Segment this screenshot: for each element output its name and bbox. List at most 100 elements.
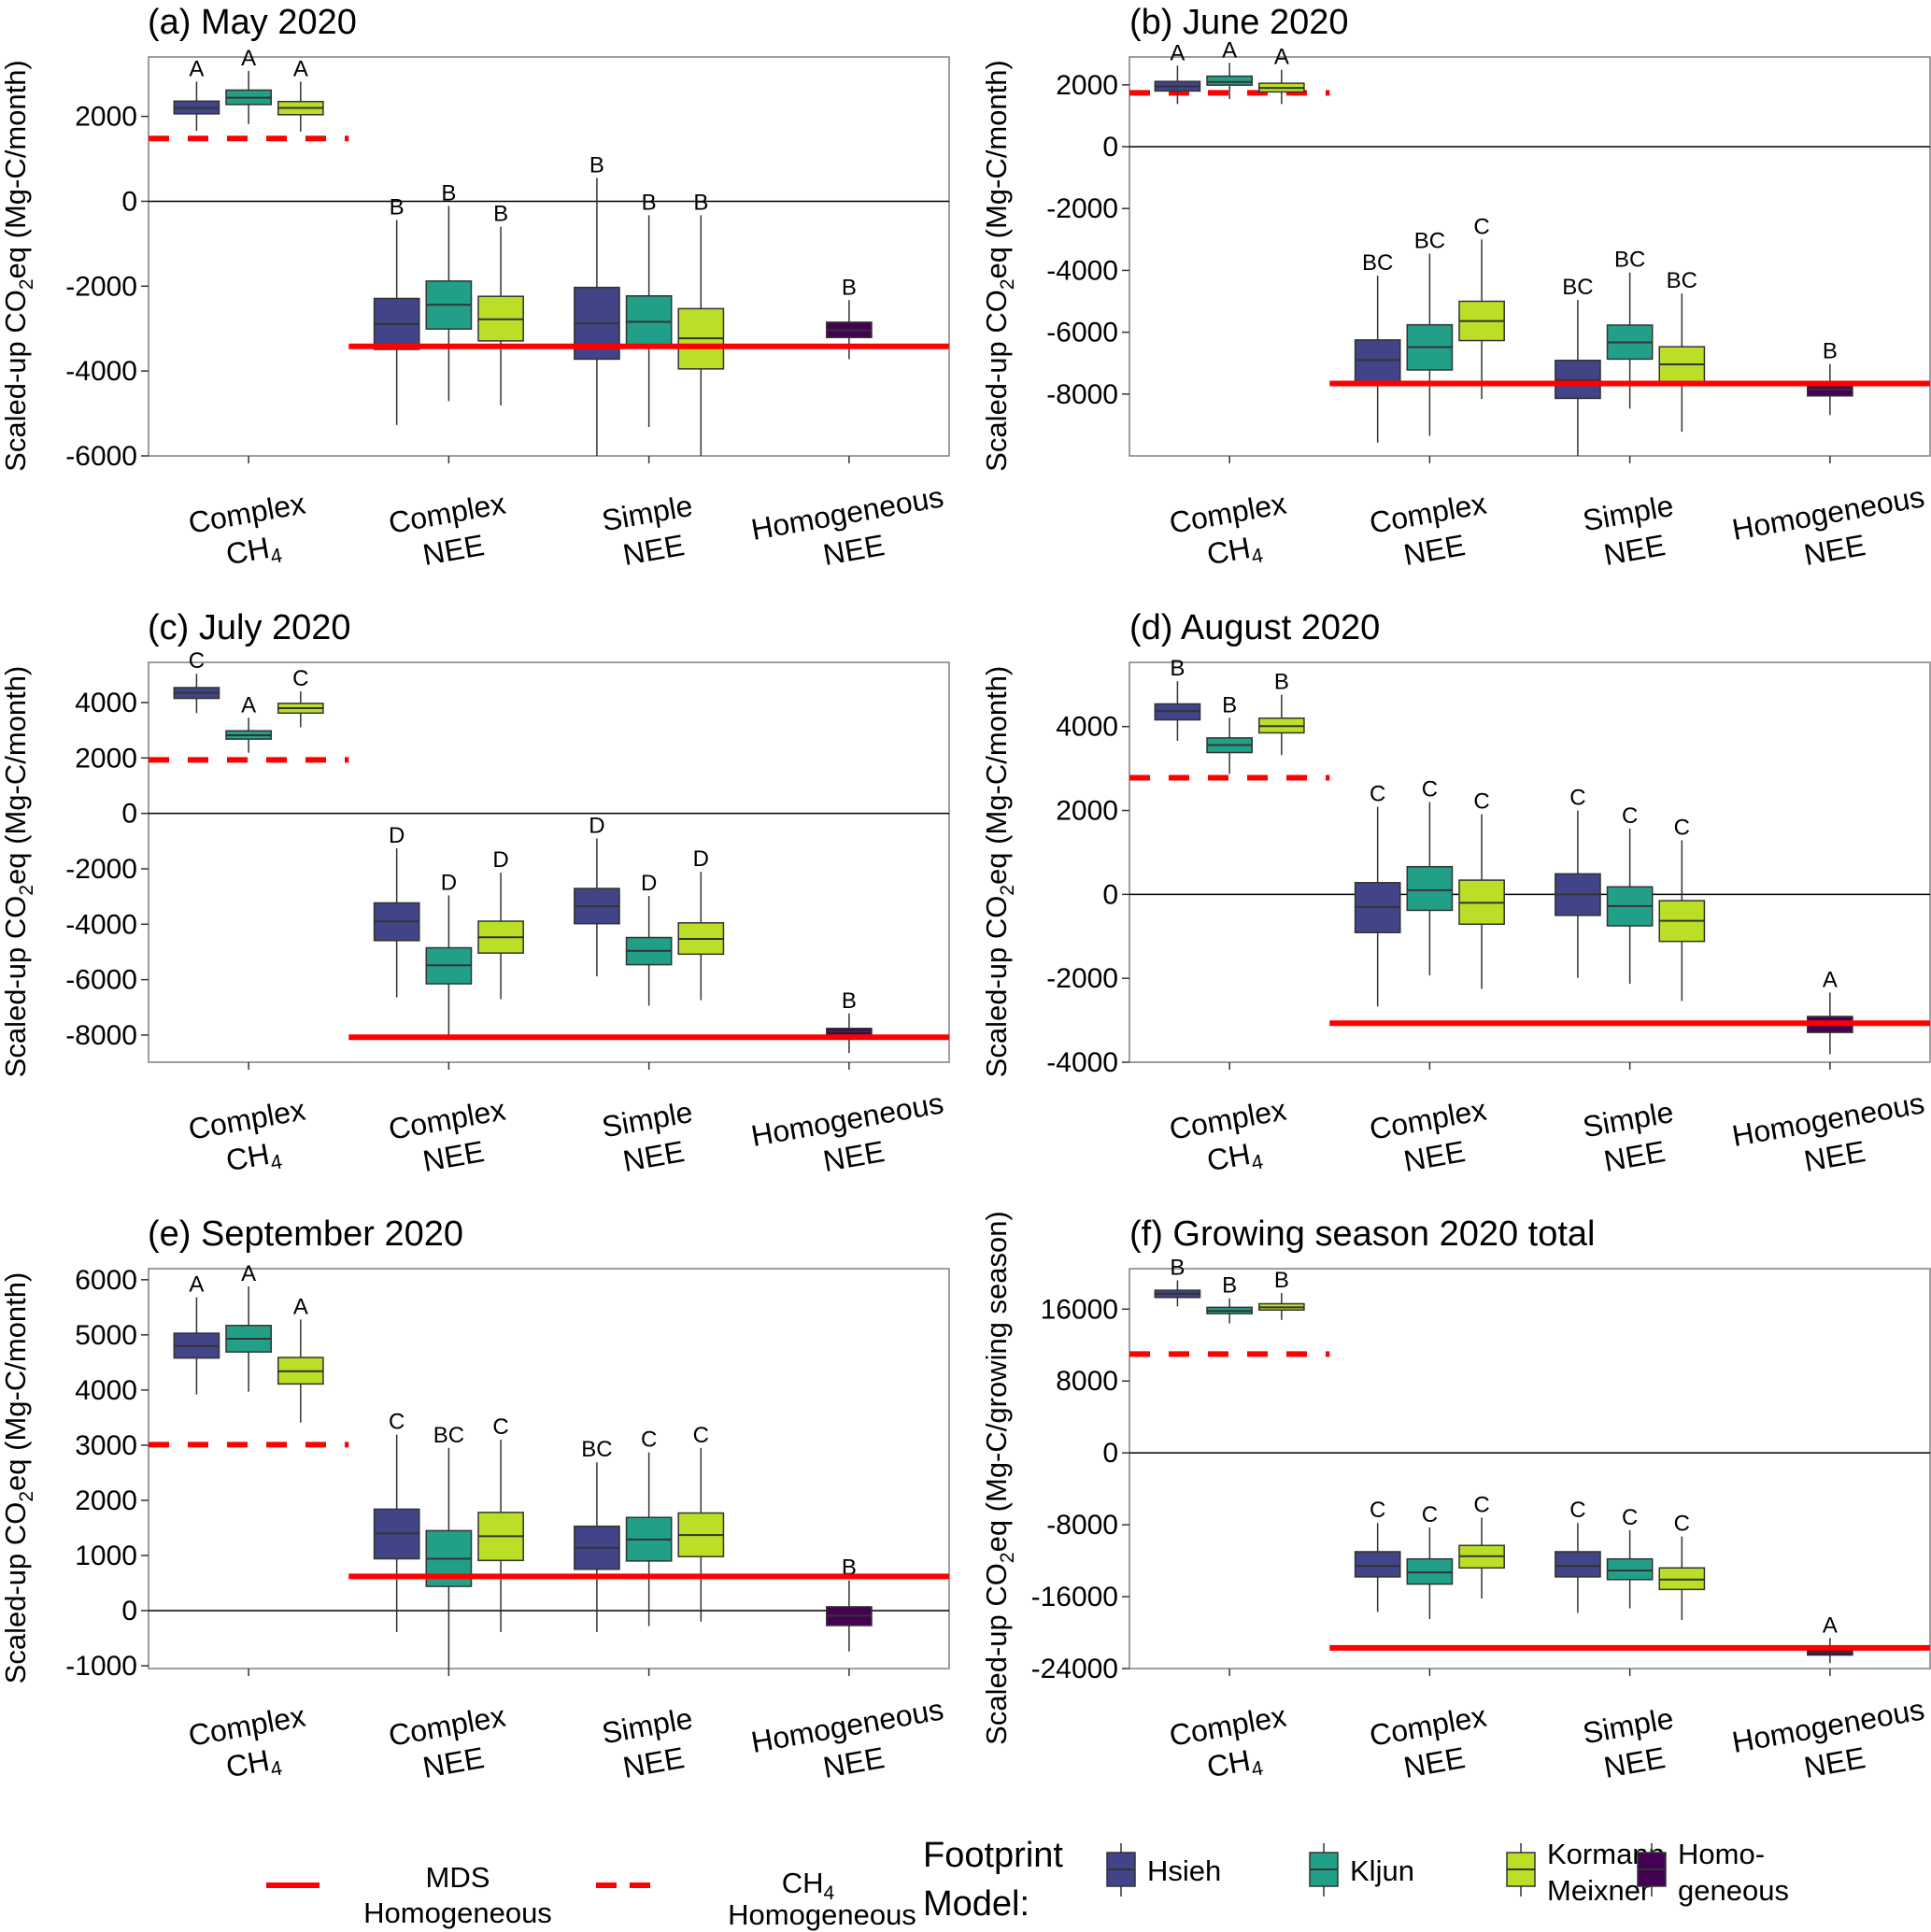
plot-frame — [148, 56, 950, 457]
significance-letter: BC — [1667, 268, 1697, 293]
significance-letter: C — [1622, 1505, 1638, 1530]
box-iqr — [1606, 1557, 1654, 1581]
significance-letter: A — [189, 1272, 204, 1298]
y-tick-label: -8000 — [1046, 379, 1118, 410]
x-tick-label-line2: NEE — [1601, 1740, 1668, 1784]
box-kormann-meixner: D — [677, 846, 725, 1001]
y-axis-label-tail: eq (Mg-C/month) — [980, 60, 1013, 278]
box-kormann-meixner: A — [1257, 45, 1305, 105]
x-tick-label-line2: NEE — [1401, 528, 1468, 572]
x-label-ch: CH — [1204, 1137, 1253, 1177]
x-tick-label-line1: Complex — [1167, 1092, 1289, 1145]
y-tick-label: -1000 — [65, 1651, 137, 1682]
x-tick-label-line2: NEE — [1801, 1740, 1867, 1784]
x-tick-label-line2: NEE — [420, 1740, 487, 1784]
y-axis-label-tail: eq (Mg-C/growing season) — [980, 1211, 1013, 1552]
significance-letter: C — [1622, 803, 1638, 829]
box-iqr — [1406, 865, 1454, 912]
y-tick-label: -24000 — [1031, 1654, 1118, 1684]
significance-letter: B — [642, 190, 657, 215]
y-tick-label: -2000 — [65, 271, 137, 302]
box-hsieh: A — [1154, 40, 1201, 105]
y-tick-label: 1000 — [75, 1541, 137, 1571]
y-axis-label: Scaled-up CO2eq (Mg-C/month) — [0, 666, 37, 1078]
box-hsieh: BC — [1354, 250, 1401, 443]
y-tick-label: 3000 — [75, 1430, 137, 1461]
x-tick-label-line2: CH4 — [1204, 1135, 1265, 1183]
box-kljun: A — [225, 46, 272, 124]
y-axis-label-main: Scaled-up CO — [0, 1502, 32, 1684]
x-label-ch: CH — [223, 1137, 272, 1177]
y-tick-label: -6000 — [1046, 318, 1118, 348]
x-label-ch: CH — [223, 1743, 272, 1783]
y-tick-label: 2000 — [75, 743, 137, 774]
significance-letter: B — [1222, 692, 1237, 717]
box-hsieh: C — [1354, 1498, 1401, 1612]
y-tick-label: 4000 — [75, 688, 137, 718]
box-hsieh: B — [1154, 656, 1201, 741]
y-tick-label: -6000 — [65, 441, 137, 472]
legend: MDS Homogeneous CH4 Homogeneous Footprin… — [266, 1836, 1789, 1931]
box-hsieh: C — [173, 648, 220, 714]
box-kormann-meixner: C — [1458, 789, 1505, 989]
box-iqr — [1206, 75, 1253, 86]
y-tick-label: 0 — [1102, 132, 1118, 163]
y-axis-label-tail: eq (Mg-C/month) — [980, 666, 1013, 885]
x-tick-label-line1: Complex — [386, 486, 508, 539]
box-hsieh: B — [1154, 1256, 1201, 1307]
y-tick-label: 2000 — [75, 1485, 137, 1516]
plot-frame — [148, 661, 950, 1063]
box-kormann-meixner: C — [277, 666, 324, 728]
x-tick-label-line2: NEE — [420, 528, 487, 572]
y-axis-label: Scaled-up CO2eq (Mg-C/growing season) — [980, 1211, 1018, 1745]
y-axis-label-subscript: 2 — [16, 278, 37, 290]
panel-title: (a) May 2020 — [148, 3, 357, 42]
box-hsieh: D — [574, 813, 620, 977]
y-tick-label: 0 — [121, 1596, 137, 1627]
panel-e: (e) September 2020 Scaled-up CO2eq (Mg-C/… — [0, 1215, 950, 1784]
box-kljun: BC — [1606, 248, 1654, 409]
significance-letter: B — [1823, 339, 1838, 364]
x-tick-label-line1: Complex — [1367, 486, 1489, 539]
x-label-subscript: 4 — [1250, 1150, 1265, 1175]
significance-letter: B — [842, 275, 857, 300]
significance-letter: C — [1473, 214, 1489, 239]
box-kljun: B — [625, 190, 673, 428]
significance-letter: C — [1422, 777, 1438, 803]
y-tick-label: -2000 — [1046, 963, 1118, 994]
significance-letter: C — [1370, 1498, 1385, 1523]
significance-letter: A — [1823, 1612, 1838, 1638]
significance-letter: B — [1274, 1268, 1289, 1293]
x-tick-label-line1: Complex — [1367, 1698, 1489, 1752]
significance-letter: D — [693, 846, 709, 872]
x-tick-label-line2: CH4 — [223, 1135, 284, 1183]
box-hsieh: BC — [574, 1437, 620, 1633]
y-tick-label: 0 — [121, 186, 137, 217]
box-kormann-meixner: C — [1458, 214, 1505, 400]
y-axis-label-main: Scaled-up CO — [980, 1563, 1013, 1745]
x-tick-label-line2: NEE — [820, 528, 887, 572]
y-tick-label: 4000 — [75, 1375, 137, 1406]
box-hsieh: B — [373, 194, 420, 425]
y-axis-label-tail: eq (Mg-C/month) — [0, 666, 32, 885]
legend-footprint-model: Footprint Model: Hsieh KljunKormannMeixne… — [923, 1836, 1789, 1924]
box-kormann-meixner: A — [277, 56, 324, 132]
x-tick-label-line2: NEE — [620, 1740, 687, 1784]
legend-ch4-label-line2: Homogeneous — [728, 1898, 916, 1931]
significance-letter: C — [641, 1428, 657, 1453]
significance-letter: C — [1674, 815, 1690, 840]
x-label-ch: CH — [1204, 531, 1253, 571]
y-axis-label: Scaled-up CO2eq (Mg-C/month) — [980, 666, 1018, 1078]
x-tick-label-line2: CH4 — [223, 529, 284, 576]
y-tick-label: 4000 — [1056, 712, 1118, 743]
x-tick-label-line1: Complex — [1167, 486, 1289, 539]
